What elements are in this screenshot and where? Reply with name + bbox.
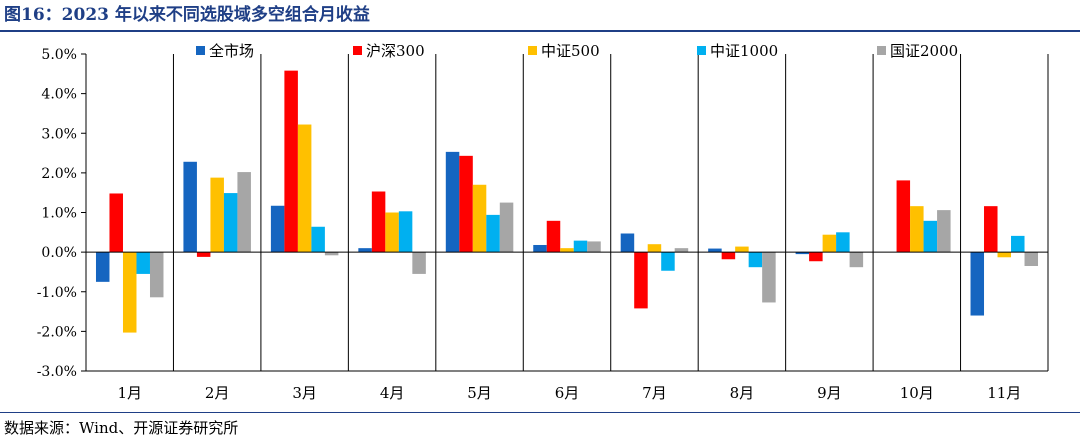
bar xyxy=(136,252,150,274)
bars xyxy=(95,70,1039,333)
y-tick-label: 0.0% xyxy=(41,245,77,261)
category-label: 2月 xyxy=(205,384,230,402)
legend-label: 沪深300 xyxy=(366,42,425,60)
bar xyxy=(984,206,998,253)
legend-swatch xyxy=(528,46,537,55)
bar xyxy=(412,252,426,274)
y-tick-label: 4.0% xyxy=(41,87,77,103)
legend-label: 全市场 xyxy=(209,42,254,60)
category-label: 5月 xyxy=(467,384,492,402)
legend-label: 国证2000 xyxy=(890,42,958,60)
bar xyxy=(735,246,749,253)
bar xyxy=(748,252,763,268)
bar xyxy=(499,202,514,253)
bar xyxy=(1011,235,1025,253)
bar xyxy=(937,210,951,253)
bar xyxy=(398,211,413,253)
bar xyxy=(849,252,864,268)
category-label: 4月 xyxy=(380,384,405,402)
bar xyxy=(923,220,938,253)
bar xyxy=(196,252,211,257)
bar xyxy=(560,248,574,253)
legend-label: 中证1000 xyxy=(710,42,778,60)
legend-swatch xyxy=(697,46,706,55)
bar xyxy=(237,172,251,253)
legend-label: 中证500 xyxy=(541,42,600,60)
bar xyxy=(634,252,648,309)
bar-chart: -3.0% -2.0% -1.0% 0.0% 1.0% 2.0% 3.0% 4.0% 5.0% 1… xyxy=(37,42,1049,402)
bar xyxy=(836,232,850,253)
bar xyxy=(573,240,588,253)
bar xyxy=(533,244,547,253)
y-tick-label: -2.0% xyxy=(37,324,77,340)
bar xyxy=(109,193,123,253)
bar xyxy=(647,244,662,253)
y-tick-label: -1.0% xyxy=(37,285,77,301)
bar xyxy=(587,241,601,253)
bar xyxy=(95,252,110,282)
bar xyxy=(896,180,911,253)
bar xyxy=(284,70,298,253)
bar xyxy=(210,177,224,253)
y-tick-label: 5.0% xyxy=(41,47,77,63)
bar xyxy=(385,212,399,253)
grid-lines xyxy=(85,54,1049,371)
bar xyxy=(183,161,197,253)
legend-swatch xyxy=(353,46,362,55)
bar xyxy=(459,155,473,253)
bar xyxy=(721,252,736,260)
bar xyxy=(762,252,776,303)
bar xyxy=(910,206,924,253)
bar xyxy=(297,124,312,253)
y-tick-label: 2.0% xyxy=(41,166,77,182)
title-rule xyxy=(0,30,1080,32)
category-label: 3月 xyxy=(292,384,317,402)
bar xyxy=(708,248,722,253)
bar xyxy=(1024,252,1039,266)
bar xyxy=(445,151,460,253)
bar xyxy=(472,184,487,253)
bar xyxy=(822,234,837,253)
bar xyxy=(795,252,810,255)
category-label: 1月 xyxy=(117,384,142,402)
footer-rule xyxy=(0,412,1080,413)
source-note: 数据来源：Wind、开源证券研究所 xyxy=(4,419,239,437)
category-label: 7月 xyxy=(642,384,667,402)
y-tick-label: 1.0% xyxy=(41,206,77,222)
category-label: 8月 xyxy=(730,384,755,402)
bar xyxy=(661,252,675,271)
category-label: 11月 xyxy=(987,384,1021,402)
category-label: 9月 xyxy=(817,384,842,402)
bar xyxy=(486,214,500,253)
chart-title: 图16：2023 年以来不同选股域多空组合月收益 xyxy=(4,5,370,25)
category-label: 6月 xyxy=(555,384,580,402)
bar xyxy=(122,252,137,333)
bar xyxy=(324,252,339,256)
category-label: 10月 xyxy=(900,384,934,402)
bar xyxy=(546,220,561,253)
bar xyxy=(149,252,164,298)
bar xyxy=(358,248,372,253)
bar xyxy=(970,252,985,316)
bar xyxy=(809,252,823,262)
bar xyxy=(674,248,689,253)
bar xyxy=(997,252,1012,258)
y-tick-label: 3.0% xyxy=(41,126,77,142)
legend-swatch xyxy=(196,46,205,55)
bar xyxy=(620,233,635,253)
bar xyxy=(311,226,325,253)
legend-swatch xyxy=(877,46,886,55)
bar xyxy=(270,205,285,253)
bar xyxy=(223,193,238,253)
y-tick-label: -3.0% xyxy=(37,364,77,380)
legend: 全市场 沪深300 中证500 中证1000 国证2000 xyxy=(196,42,958,60)
bar xyxy=(371,191,386,253)
axes: -3.0% -2.0% -1.0% 0.0% 1.0% 2.0% 3.0% 4.0% 5.0% 1… xyxy=(37,47,1048,402)
